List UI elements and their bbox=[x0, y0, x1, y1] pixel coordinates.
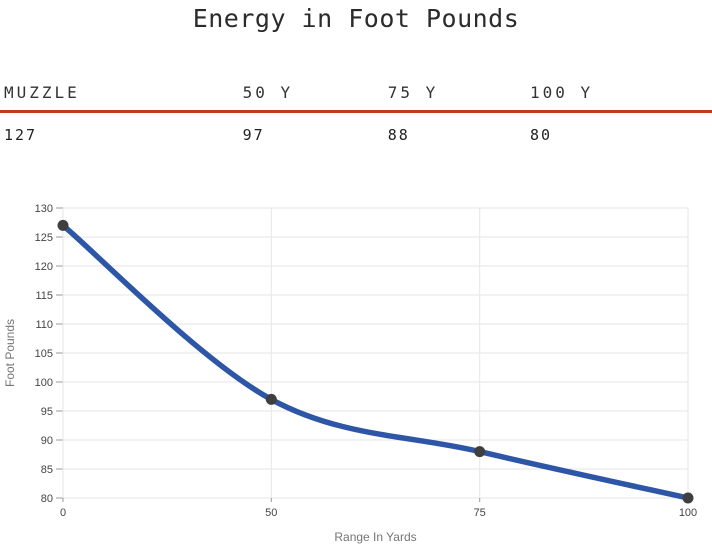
y-tick-label: 90 bbox=[41, 435, 53, 447]
y-tick-label: 110 bbox=[35, 319, 53, 331]
x-tick-label: 75 bbox=[474, 507, 486, 519]
y-tick-label: 120 bbox=[35, 261, 53, 273]
table-header-75y: 75 Y bbox=[387, 83, 439, 102]
x-tick-label: 100 bbox=[679, 507, 697, 519]
y-tick-label: 85 bbox=[41, 464, 53, 476]
energy-table: MUZZLE 50 Y 75 Y 100 Y 127 97 88 80 bbox=[0, 84, 712, 143]
data-point-0y[interactable] bbox=[57, 219, 69, 231]
table-header-100y: 100 Y bbox=[530, 83, 594, 102]
y-tick-label: 80 bbox=[41, 493, 53, 505]
y-axis-title: Foot Pounds bbox=[3, 319, 17, 387]
table-value-muzzle: 127 bbox=[4, 126, 38, 144]
data-point-100y[interactable] bbox=[682, 492, 694, 504]
energy-line-chart: 80 85 90 95 100 105 110 115 120 125 130 0 50 75 100 Ran… bbox=[0, 190, 712, 552]
x-axis-title: Range In Yards bbox=[334, 530, 416, 544]
table-header-muzzle: MUZZLE bbox=[4, 83, 80, 102]
data-point-50y[interactable] bbox=[265, 393, 277, 405]
table-value-100y: 80 bbox=[530, 126, 553, 144]
y-tick-label: 125 bbox=[35, 232, 53, 244]
x-tick-label: 0 bbox=[60, 507, 66, 519]
table-header-50y: 50 Y bbox=[242, 83, 294, 102]
y-tick-label: 115 bbox=[35, 290, 53, 302]
y-tick-label: 95 bbox=[41, 406, 53, 418]
energy-series-line bbox=[60, 222, 691, 501]
y-tick-label: 105 bbox=[35, 348, 53, 360]
energy-line-chart-svg: 80 85 90 95 100 105 110 115 120 125 130 0 50 75 100 Ran… bbox=[3, 203, 697, 544]
data-point-75y[interactable] bbox=[474, 446, 486, 458]
page-title: Energy in Foot Pounds bbox=[192, 4, 520, 33]
y-tick-label: 130 bbox=[35, 203, 53, 215]
table-value-row: 127 97 88 80 bbox=[0, 113, 712, 143]
table-header-divider bbox=[0, 110, 712, 113]
table-header-row: MUZZLE 50 Y 75 Y 100 Y bbox=[0, 84, 712, 101]
table-value-75y: 88 bbox=[387, 126, 410, 144]
x-tick-label: 50 bbox=[265, 507, 277, 519]
y-tick-label: 100 bbox=[35, 377, 53, 389]
table-value-50y: 97 bbox=[242, 126, 265, 144]
